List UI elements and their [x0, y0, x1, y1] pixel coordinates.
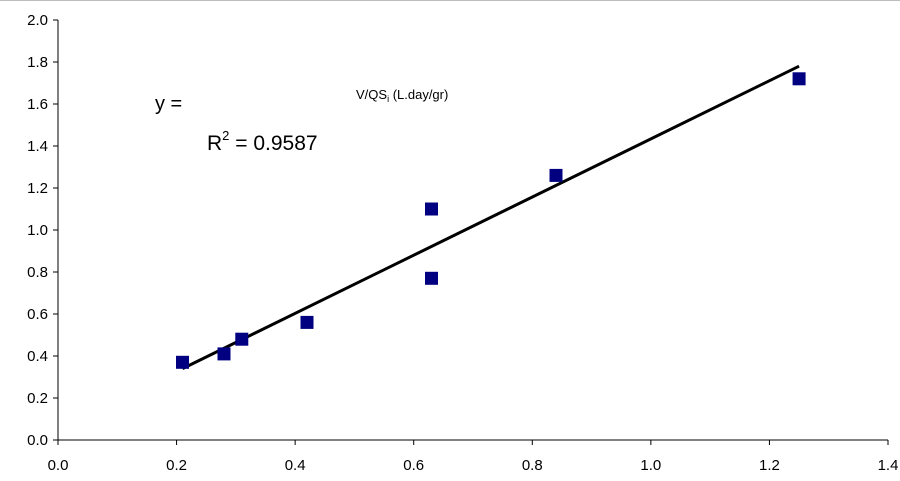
- data-point: [235, 332, 249, 346]
- y-tick-label: 0.2: [27, 390, 48, 407]
- axis-note-main: V/QS: [356, 87, 387, 102]
- y-tick-label: 0.8: [27, 264, 48, 281]
- y-tick-label: 1.8: [27, 54, 48, 71]
- x-tick-label: 1.2: [759, 457, 780, 474]
- y-tick-label: 1.0: [27, 222, 48, 239]
- data-point: [425, 271, 438, 285]
- data-point: [425, 202, 438, 216]
- axis-note-sub: i: [387, 94, 389, 104]
- x-tick-label: 0.2: [166, 457, 187, 474]
- data-point: [217, 347, 231, 361]
- y-tick-label: 0.6: [27, 306, 48, 323]
- trendline-group: [181, 64, 800, 370]
- axis-note-units: (L.day/gr): [389, 87, 448, 102]
- trendline: [181, 64, 800, 370]
- annotations: y = R2 = 0.9587 V/QSi (L.day/gr): [155, 87, 448, 155]
- data-point: [300, 315, 314, 329]
- y-tick-label: 1.6: [27, 96, 48, 113]
- r-squared-value: = 0.9587: [229, 132, 317, 155]
- x-tick-label: 1.4: [878, 457, 899, 474]
- x-tick-label: 1.0: [640, 457, 661, 474]
- data-point: [792, 72, 806, 86]
- y-tick-label: 2.0: [27, 12, 48, 29]
- y-tick-label: 1.4: [27, 138, 48, 155]
- y-tick-label: 0.4: [27, 348, 48, 365]
- y-tick-label: 0.0: [27, 432, 48, 449]
- equation-label: y =: [155, 93, 182, 115]
- x-tick-label: 0.0: [48, 457, 69, 474]
- y-tick-label: 1.2: [27, 180, 48, 197]
- r-squared-label: R2 = 0.9587: [207, 128, 318, 155]
- r-squared-sup: 2: [222, 128, 229, 143]
- axis-note: V/QSi (L.day/gr): [356, 87, 448, 104]
- x-tick-label: 0.6: [403, 457, 424, 474]
- data-point: [176, 355, 189, 369]
- x-tick-label: 0.4: [285, 457, 306, 474]
- r-squared-prefix: R: [207, 132, 222, 155]
- data-point: [549, 168, 563, 182]
- axes: 0.0 0.2 0.4 0.6 0.8 1.0 1.2 1.4 1.6 1.8 2.0 0.0 0.2 0…: [27, 12, 898, 474]
- data-points: [176, 72, 806, 369]
- x-tick-label: 0.8: [522, 457, 543, 474]
